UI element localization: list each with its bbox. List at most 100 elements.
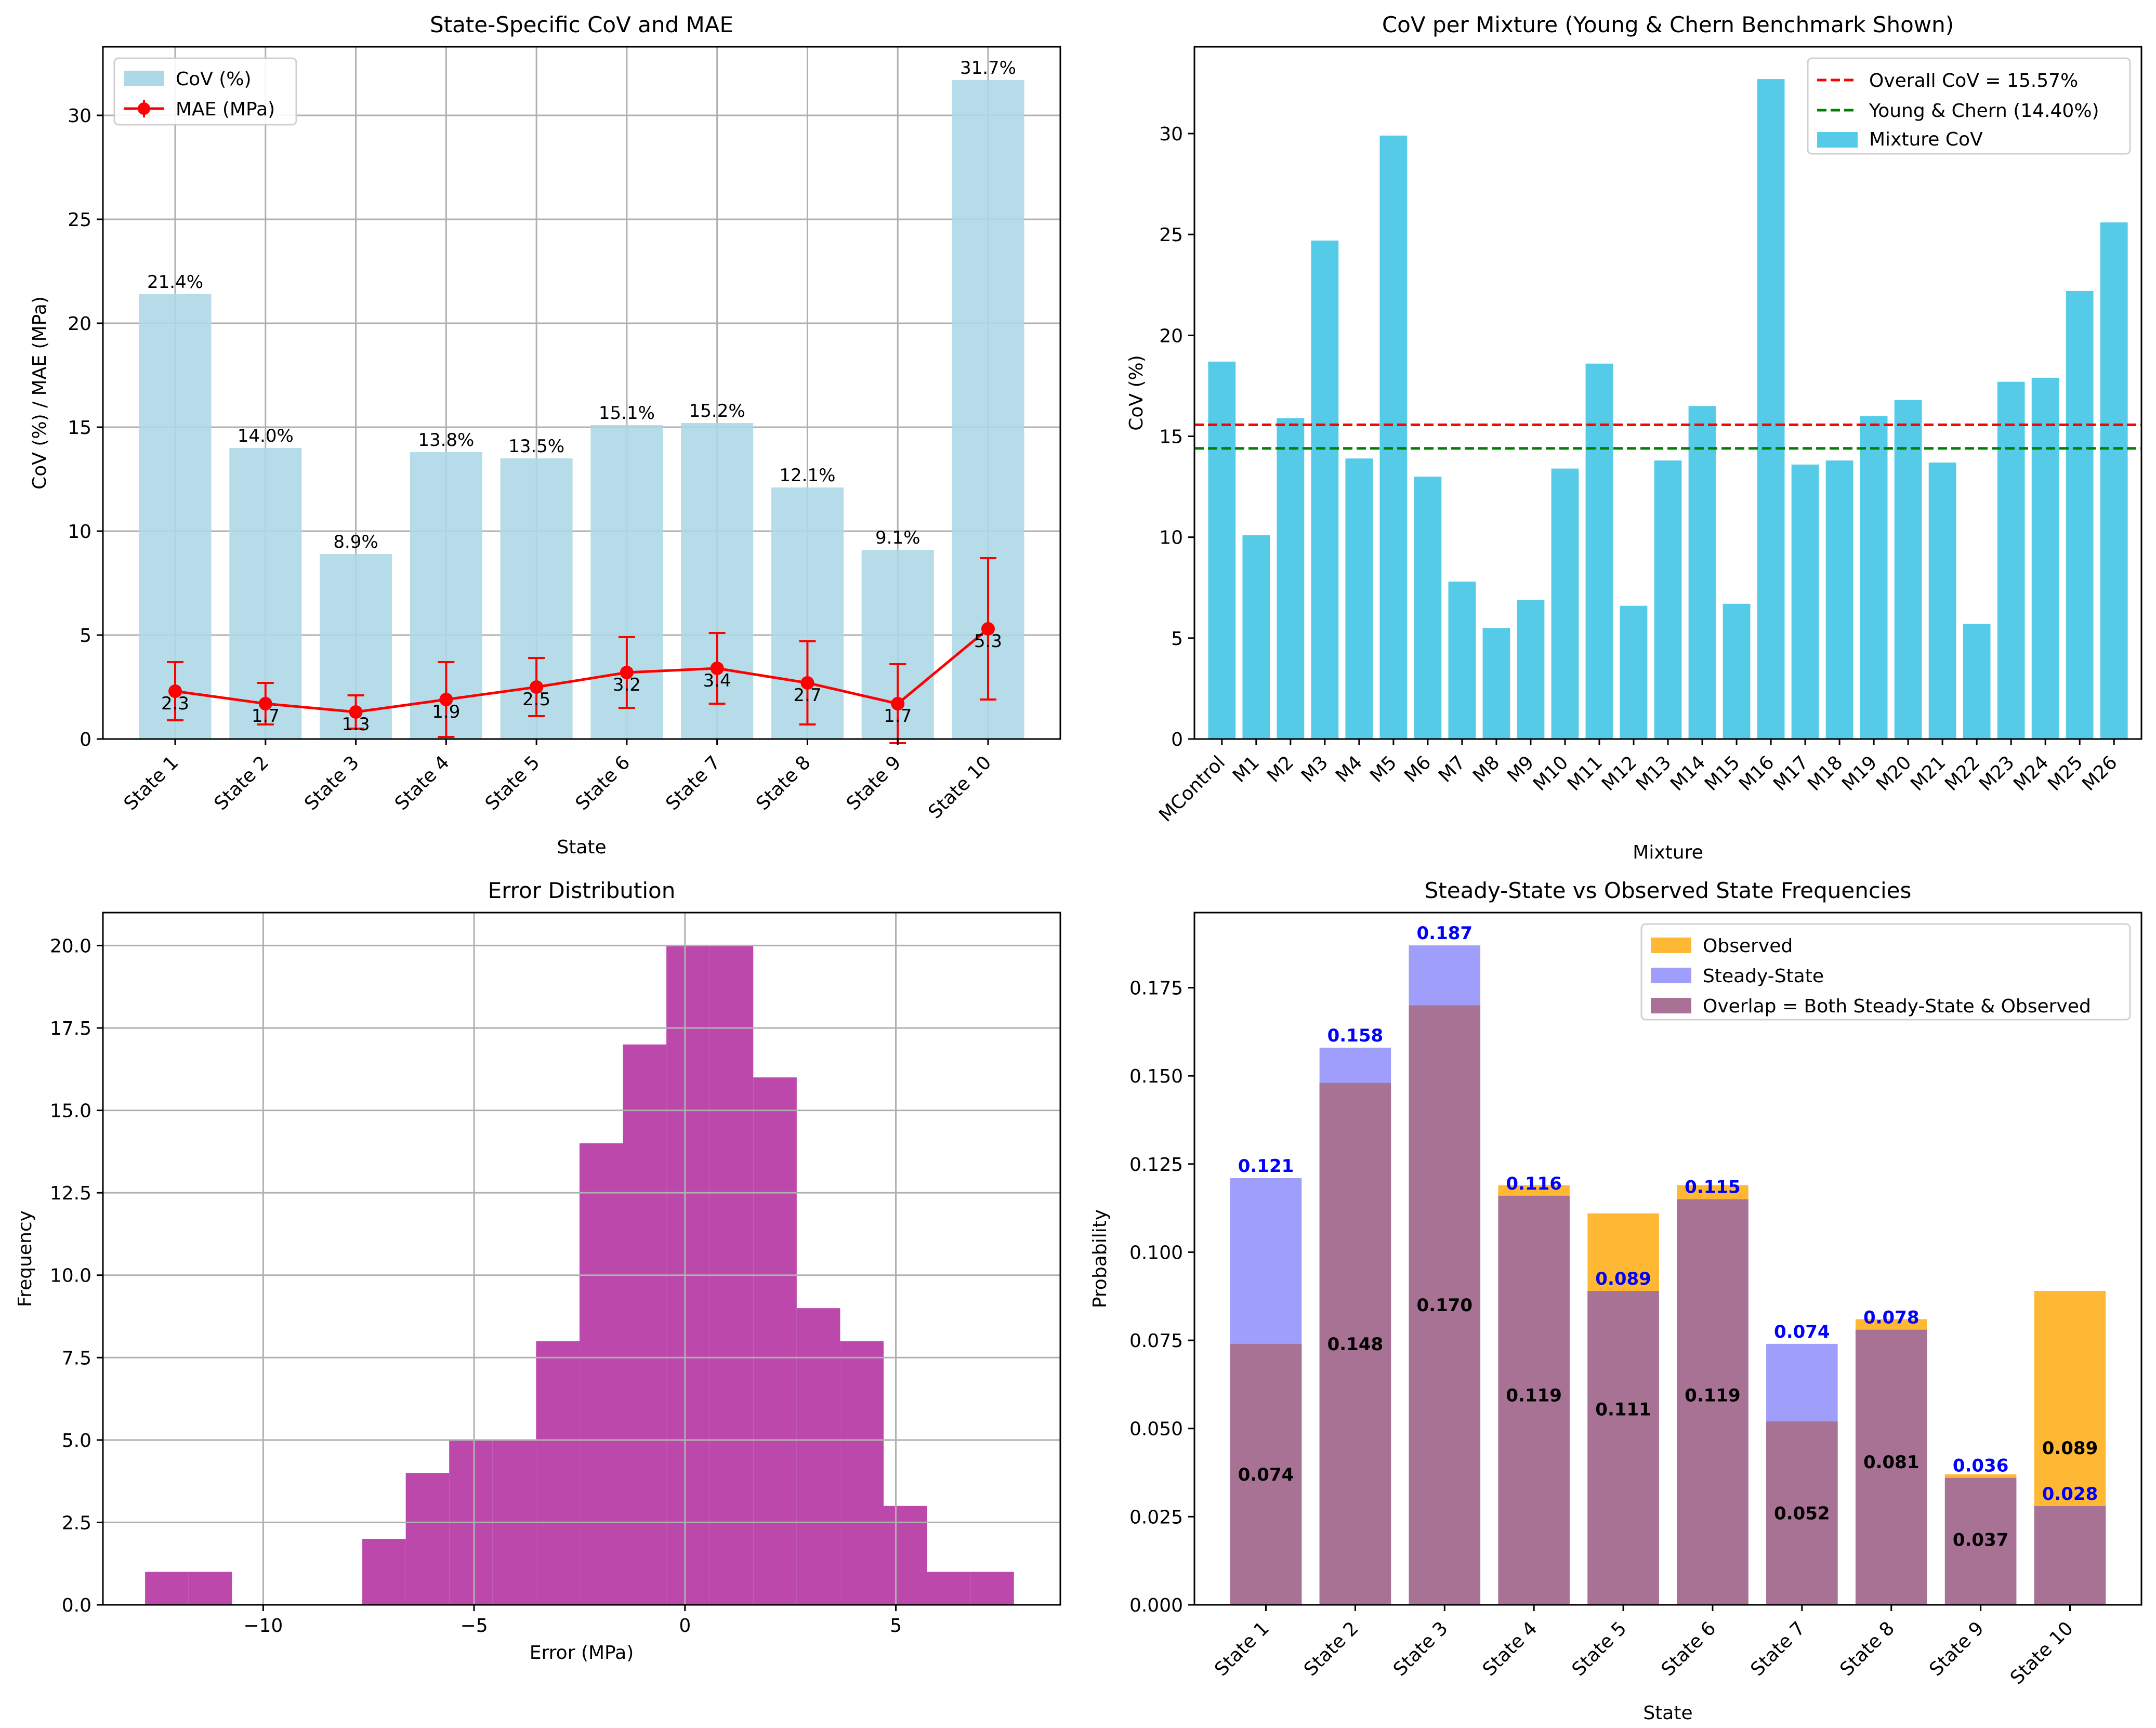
mixture-cov-bar bbox=[1894, 400, 1922, 739]
observed-label: 0.119 bbox=[1506, 1385, 1562, 1406]
mae-point-label: 2.3 bbox=[161, 693, 189, 714]
x-tick-label: M26 bbox=[2078, 752, 2121, 795]
y-axis-label: Frequency bbox=[15, 1210, 36, 1307]
overlap-bar bbox=[1677, 1199, 1749, 1605]
overlap-bar bbox=[1319, 1083, 1391, 1605]
cov-bar-label: 31.7% bbox=[960, 58, 1016, 78]
y-tick-label: 0 bbox=[1171, 729, 1183, 750]
x-tick-label: State 6 bbox=[1658, 1618, 1720, 1681]
steady-state-label: 0.028 bbox=[2042, 1484, 2098, 1505]
mixture-cov-bar bbox=[1517, 600, 1545, 739]
histogram-bar bbox=[884, 1506, 927, 1605]
x-tick-label: M3 bbox=[1297, 752, 1332, 787]
x-tick-label: M20 bbox=[1872, 752, 1915, 795]
mixture-cov-bar bbox=[1825, 460, 1853, 739]
mixture-cov-bar bbox=[1345, 458, 1373, 739]
x-tick-label: M8 bbox=[1469, 752, 1504, 787]
legend-label-line: Overall CoV = 15.57% bbox=[1869, 70, 2078, 91]
steady-state-label: 0.158 bbox=[1327, 1025, 1384, 1046]
legend-label: Overlap = Both Steady-State & Observed bbox=[1703, 996, 2091, 1017]
y-axis-label: CoV (%) bbox=[1126, 355, 1147, 431]
histogram-bar bbox=[927, 1572, 971, 1605]
x-axis-label: State bbox=[1643, 1703, 1692, 1724]
y-tick-label: 0.125 bbox=[1129, 1154, 1183, 1176]
histogram-bar bbox=[840, 1341, 884, 1605]
mae-point bbox=[530, 680, 544, 694]
histogram-bar bbox=[623, 1044, 667, 1605]
x-axis-label: Error (MPa) bbox=[530, 1642, 634, 1664]
x-tick-label: M10 bbox=[1529, 752, 1572, 795]
histogram-bar bbox=[579, 1143, 623, 1605]
cov-bar-label: 13.8% bbox=[418, 430, 474, 451]
histogram-bar bbox=[796, 1308, 840, 1605]
x-tick-label: M6 bbox=[1400, 752, 1435, 787]
steady-state-label: 0.121 bbox=[1238, 1156, 1294, 1177]
observed-label: 0.081 bbox=[1863, 1452, 1920, 1473]
legend-swatch bbox=[1651, 938, 1691, 953]
legend-swatch-bar bbox=[1817, 132, 1858, 148]
y-tick-label: 25 bbox=[1159, 225, 1183, 246]
observed-label: 0.074 bbox=[1238, 1465, 1294, 1485]
y-tick-label: 15.0 bbox=[50, 1101, 91, 1122]
y-tick-label: 0.0 bbox=[62, 1595, 91, 1616]
x-tick-label: State 7 bbox=[1747, 1618, 1810, 1681]
x-tick-label: M1 bbox=[1229, 752, 1264, 787]
mae-point bbox=[800, 676, 814, 690]
mae-point-label: 2.5 bbox=[522, 689, 550, 710]
mae-point-label: 1.7 bbox=[252, 706, 280, 727]
legend-box bbox=[1807, 57, 2131, 155]
x-tick-label: State 3 bbox=[1389, 1618, 1452, 1681]
cov-bar-label: 15.1% bbox=[599, 403, 655, 424]
legend-label: Steady-State bbox=[1703, 966, 1824, 987]
overlap-bar bbox=[1409, 1005, 1481, 1605]
mixture-cov-bar bbox=[1860, 416, 1888, 739]
x-tick-label: State 8 bbox=[1836, 1618, 1899, 1681]
x-tick-label: State 6 bbox=[572, 752, 635, 815]
steady-state-label: 0.074 bbox=[1774, 1322, 1830, 1342]
legend-label-cov: CoV (%) bbox=[176, 69, 252, 90]
mixture-cov-bar bbox=[1482, 628, 1510, 739]
y-tick-label: 20.0 bbox=[50, 935, 91, 957]
y-tick-label: 7.5 bbox=[62, 1348, 91, 1369]
mixture-cov-bar bbox=[2100, 222, 2128, 739]
x-tick-label: State 10 bbox=[924, 752, 995, 823]
cov-bar-label: 13.5% bbox=[508, 436, 564, 457]
x-tick-label: State 3 bbox=[300, 752, 363, 815]
cov-bar-label: 14.0% bbox=[238, 426, 294, 446]
x-tick-label: State 9 bbox=[843, 752, 905, 815]
histogram-bar bbox=[362, 1539, 406, 1605]
overlap-bar bbox=[1855, 1329, 1927, 1605]
overlap-bar bbox=[1230, 1343, 1302, 1605]
mae-point bbox=[349, 705, 363, 719]
y-tick-label: 0.100 bbox=[1129, 1242, 1183, 1263]
mixture-cov-bar bbox=[1757, 79, 1785, 739]
steady-state-label: 0.116 bbox=[1506, 1173, 1562, 1194]
mae-line bbox=[175, 628, 989, 714]
y-tick-label: 5 bbox=[1171, 628, 1183, 650]
x-tick-label: M21 bbox=[1907, 752, 1950, 795]
y-tick-label: 5.0 bbox=[62, 1430, 91, 1452]
cov-bar-label: 9.1% bbox=[875, 527, 920, 548]
y-tick-label: 0.075 bbox=[1129, 1330, 1183, 1352]
legend-swatch-mae-dot bbox=[138, 102, 150, 115]
x-tick-label: State 2 bbox=[1300, 1618, 1363, 1681]
histogram-bar bbox=[188, 1572, 232, 1605]
y-axis-label: Probability bbox=[1089, 1209, 1111, 1308]
mae-point-label: 2.7 bbox=[793, 685, 821, 706]
y-tick-label: 30 bbox=[1159, 124, 1183, 145]
y-tick-label: 30 bbox=[68, 105, 91, 127]
x-tick-label: M22 bbox=[1941, 752, 1984, 795]
mae-point-label: 5.3 bbox=[974, 631, 1002, 652]
y-tick-label: 0.000 bbox=[1129, 1595, 1183, 1616]
mae-point-label: 3.4 bbox=[703, 670, 731, 691]
steady-state-label: 0.187 bbox=[1417, 923, 1473, 944]
observed-label: 0.170 bbox=[1417, 1295, 1473, 1316]
x-tick-label: M12 bbox=[1598, 752, 1641, 795]
mixture-cov-bar bbox=[1311, 240, 1339, 739]
chart-title: State-Specific CoV and MAE bbox=[430, 12, 733, 37]
chart-title: Steady-State vs Observed State Frequenci… bbox=[1425, 878, 1912, 903]
y-tick-label: 10.0 bbox=[50, 1265, 91, 1287]
x-tick-label: State 10 bbox=[2006, 1618, 2078, 1689]
x-axis-label: Mixture bbox=[1633, 842, 1703, 863]
x-tick-label: State 8 bbox=[752, 752, 815, 815]
